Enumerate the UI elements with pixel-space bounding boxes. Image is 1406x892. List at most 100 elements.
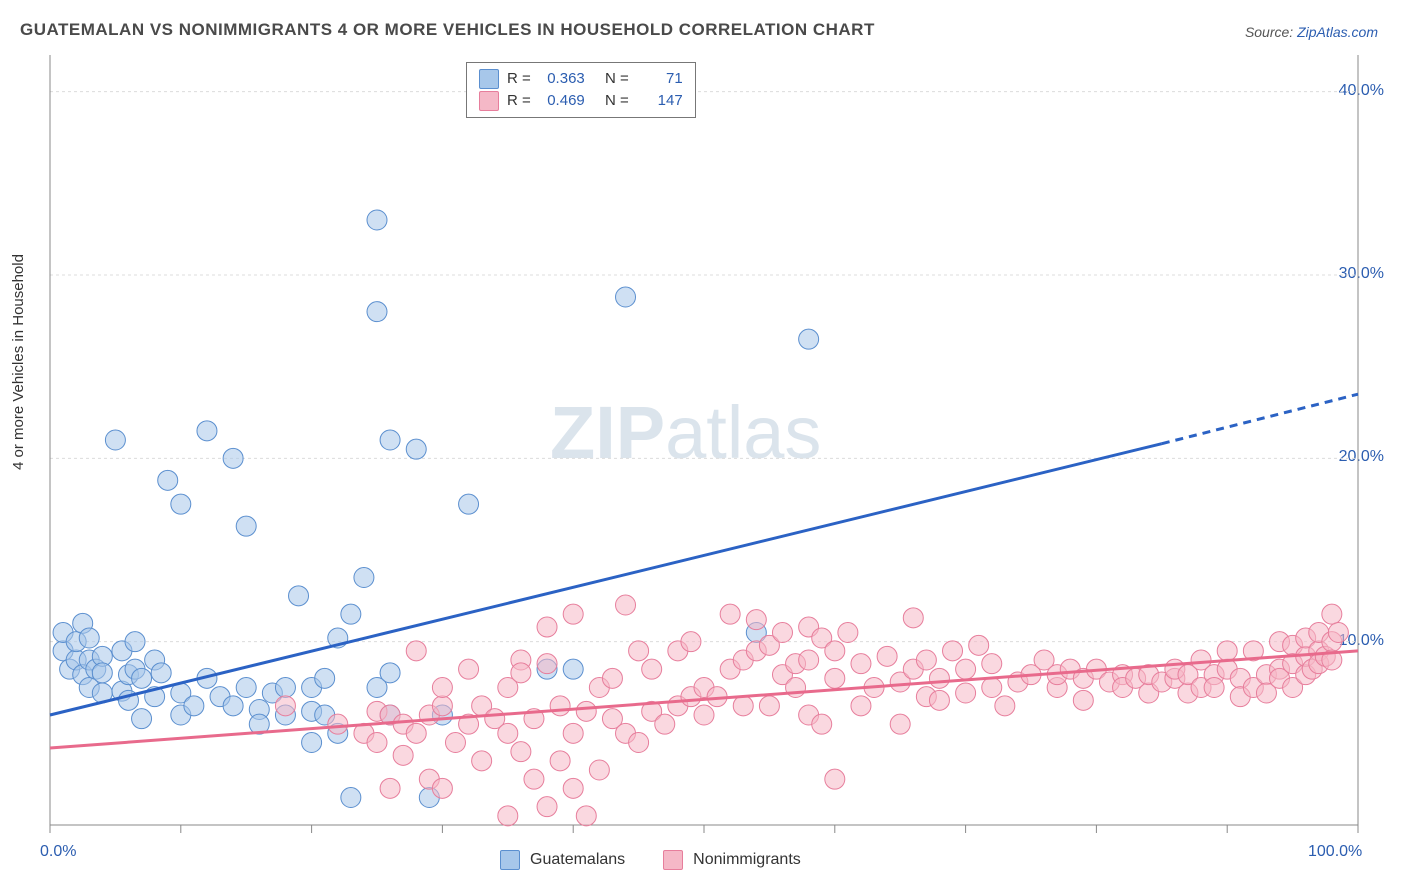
scatter-point-series1 (151, 663, 171, 683)
scatter-point-series1 (616, 287, 636, 307)
scatter-point-series1 (125, 632, 145, 652)
scatter-point-series1 (184, 696, 204, 716)
scatter-point-series2 (432, 778, 452, 798)
scatter-point-series2 (432, 696, 452, 716)
scatter-point-series1 (341, 604, 361, 624)
stats-row-series1: R = 0.363 N = 71 (479, 68, 683, 90)
scatter-point-series2 (929, 668, 949, 688)
scatter-point-series1 (406, 439, 426, 459)
scatter-point-series2 (720, 604, 740, 624)
scatter-point-series2 (956, 659, 976, 679)
scatter-point-series2 (328, 714, 348, 734)
scatter-point-series2 (1322, 604, 1342, 624)
scatter-point-series2 (681, 632, 701, 652)
scatter-point-series2 (799, 650, 819, 670)
scatter-point-series2 (825, 668, 845, 688)
scatter-point-series2 (1073, 690, 1093, 710)
scatter-point-series2 (367, 733, 387, 753)
scatter-point-series2 (406, 641, 426, 661)
scatter-point-series2 (602, 668, 622, 688)
n-label-2: N = (605, 90, 629, 112)
scatter-point-series2 (838, 623, 858, 643)
scatter-point-series2 (1217, 641, 1237, 661)
scatter-point-series2 (759, 696, 779, 716)
scatter-point-series2 (772, 623, 792, 643)
scatter-point-series2 (851, 696, 871, 716)
r-label-2: R = (507, 90, 531, 112)
scatter-point-series2 (589, 760, 609, 780)
scatter-point-series2 (982, 654, 1002, 674)
scatter-point-series1 (380, 430, 400, 450)
scatter-point-series1 (354, 568, 374, 588)
r-value-2: 0.469 (539, 90, 585, 112)
scatter-point-series1 (367, 210, 387, 230)
stats-row-series2: R = 0.469 N = 147 (479, 90, 683, 112)
scatter-point-series1 (275, 678, 295, 698)
stats-box: R = 0.363 N = 71 R = 0.469 N = 147 (466, 62, 696, 118)
scatter-point-series1 (132, 709, 152, 729)
scatter-point-series1 (236, 516, 256, 536)
scatter-point-series2 (877, 646, 897, 666)
scatter-point-series2 (563, 723, 583, 743)
scatter-point-series2 (629, 641, 649, 661)
scatter-point-series2 (511, 742, 531, 762)
scatter-point-series1 (105, 430, 125, 450)
scatter-point-series2 (812, 714, 832, 734)
swatch-series1 (479, 69, 499, 89)
scatter-point-series1 (289, 586, 309, 606)
scatter-point-series2 (616, 595, 636, 615)
scatter-point-series2 (982, 678, 1002, 698)
scatter-point-series2 (903, 608, 923, 628)
scatter-point-series2 (576, 701, 596, 721)
scatter-point-series2 (498, 723, 518, 743)
trendline-series2 (50, 651, 1358, 748)
scatter-point-series2 (406, 723, 426, 743)
scatter-point-series2 (537, 654, 557, 674)
scatter-point-series1 (367, 302, 387, 322)
scatter-point-series2 (524, 769, 544, 789)
scatter-point-series2 (537, 797, 557, 817)
scatter-point-series2 (380, 778, 400, 798)
scatter-point-series2 (472, 751, 492, 771)
n-label-1: N = (605, 68, 629, 90)
scatter-point-series1 (158, 470, 178, 490)
scatter-point-series2 (563, 604, 583, 624)
scatter-point-series2 (995, 696, 1015, 716)
scatter-point-series2 (825, 641, 845, 661)
scatter-point-series2 (537, 617, 557, 637)
scatter-point-series2 (825, 769, 845, 789)
r-label-1: R = (507, 68, 531, 90)
scatter-point-series1 (132, 668, 152, 688)
scatter-point-series2 (459, 659, 479, 679)
scatter-point-series2 (642, 659, 662, 679)
chart-container: GUATEMALAN VS NONIMMIGRANTS 4 OR MORE VE… (0, 0, 1406, 892)
scatter-point-series1 (380, 663, 400, 683)
scatter-point-series2 (563, 778, 583, 798)
scatter-point-series2 (956, 683, 976, 703)
scatter-point-series1 (92, 663, 112, 683)
scatter-point-series2 (275, 696, 295, 716)
scatter-point-series1 (171, 494, 191, 514)
scatter-point-series2 (445, 733, 465, 753)
scatter-point-series2 (851, 654, 871, 674)
scatter-point-series2 (1328, 623, 1348, 643)
scatter-point-series2 (550, 751, 570, 771)
scatter-point-series1 (799, 329, 819, 349)
scatter-point-series2 (890, 714, 910, 734)
trendline-series1-dashed (1162, 394, 1358, 444)
scatter-point-series1 (563, 659, 583, 679)
scatter-point-series1 (315, 668, 335, 688)
r-value-1: 0.363 (539, 68, 585, 90)
scatter-plot (0, 0, 1406, 892)
scatter-point-series2 (550, 696, 570, 716)
swatch-series2 (479, 91, 499, 111)
n-value-1: 71 (637, 68, 683, 90)
scatter-point-series2 (432, 678, 452, 698)
scatter-point-series2 (929, 690, 949, 710)
scatter-point-series2 (511, 663, 531, 683)
scatter-point-series2 (694, 705, 714, 725)
n-value-2: 147 (637, 90, 683, 112)
scatter-point-series1 (223, 448, 243, 468)
scatter-point-series2 (655, 714, 675, 734)
scatter-point-series2 (393, 745, 413, 765)
